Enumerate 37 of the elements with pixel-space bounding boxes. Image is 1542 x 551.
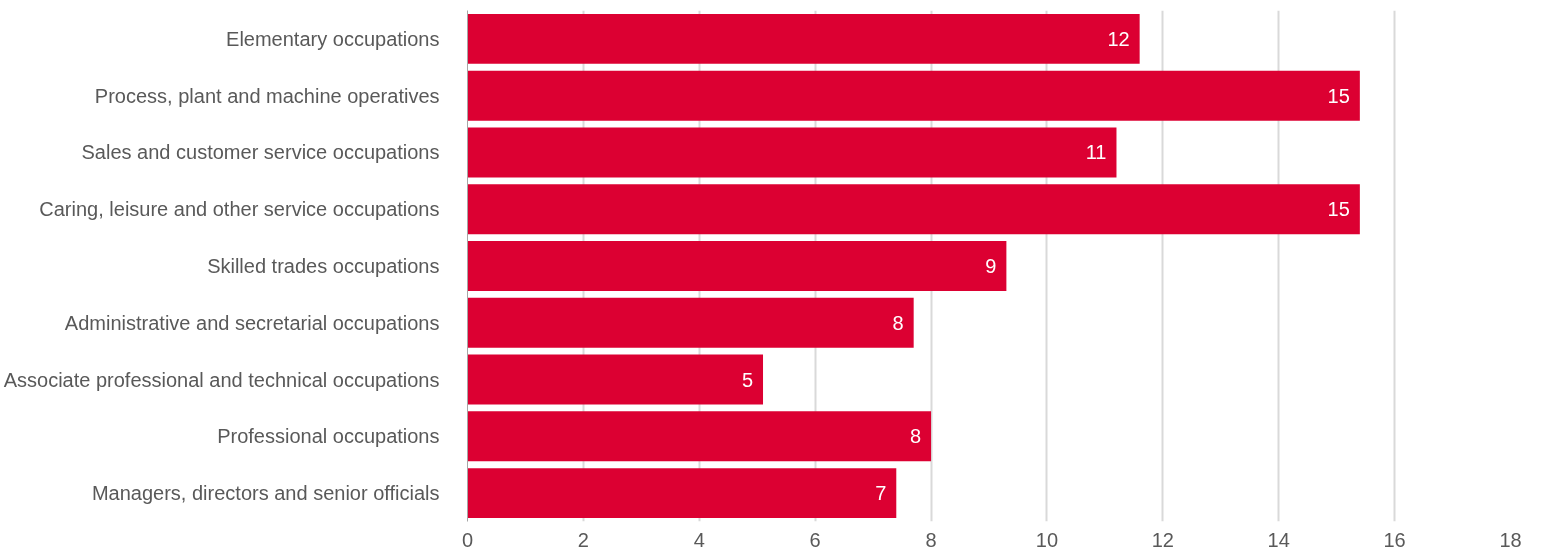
x-tick-label: 0 (461, 528, 474, 551)
data-label: 15 (1327, 198, 1350, 221)
x-tick-label: 16 (1383, 528, 1406, 551)
data-label: 8 (892, 311, 904, 334)
bar (467, 354, 764, 405)
x-tick-label: 12 (1151, 528, 1174, 551)
bar (467, 184, 1360, 235)
x-tick-label: 18 (1499, 528, 1522, 551)
y-tick-label: Caring, leisure and other service occupations (39, 198, 440, 221)
y-tick-label: Process, plant and machine operatives (94, 84, 440, 107)
bar (467, 241, 1007, 291)
y-tick-label: Sales and customer service occupations (81, 141, 440, 164)
x-tick-label: 8 (925, 528, 937, 551)
bar (467, 70, 1360, 121)
data-label: 8 (909, 425, 922, 448)
data-label: 12 (1107, 27, 1130, 50)
y-tick-label: Skilled trades occupations (207, 255, 440, 277)
data-label: 7 (875, 482, 887, 505)
x-tick-label: 6 (809, 528, 821, 551)
x-tick-label: 10 (1035, 528, 1059, 551)
bar (467, 411, 932, 462)
y-tick-label: Administrative and secretarial occupations (64, 311, 440, 334)
y-tick-label: Associate professional and technical occupations (3, 368, 440, 391)
y-tick-label: Professional occupations (217, 425, 440, 448)
x-tick-label: 14 (1267, 528, 1290, 551)
data-label: 15 (1327, 84, 1350, 107)
y-tick-label: Managers, directors and senior officials (91, 482, 440, 505)
bar (467, 127, 1117, 178)
y-tick-label: Elementary occupations (226, 27, 440, 50)
x-tick-label: 4 (693, 528, 705, 551)
x-tick-label: 2 (577, 528, 589, 551)
data-label: 9 (985, 255, 997, 277)
data-label: 11 (1085, 141, 1107, 164)
bar (467, 13, 1140, 64)
data-label: 5 (741, 368, 754, 391)
bar (467, 297, 914, 348)
bar (467, 468, 897, 519)
